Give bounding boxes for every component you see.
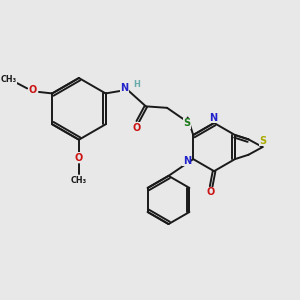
Text: S: S <box>183 118 190 128</box>
Text: O: O <box>29 85 37 95</box>
Text: H: H <box>133 80 140 89</box>
Text: N: N <box>120 83 128 93</box>
Text: S: S <box>259 136 266 146</box>
Text: CH₃: CH₃ <box>1 75 17 84</box>
Text: N: N <box>209 113 217 123</box>
Text: O: O <box>132 122 140 133</box>
Text: O: O <box>75 153 83 163</box>
Text: O: O <box>206 187 215 197</box>
Text: N: N <box>183 156 191 166</box>
Text: CH₃: CH₃ <box>71 176 87 185</box>
